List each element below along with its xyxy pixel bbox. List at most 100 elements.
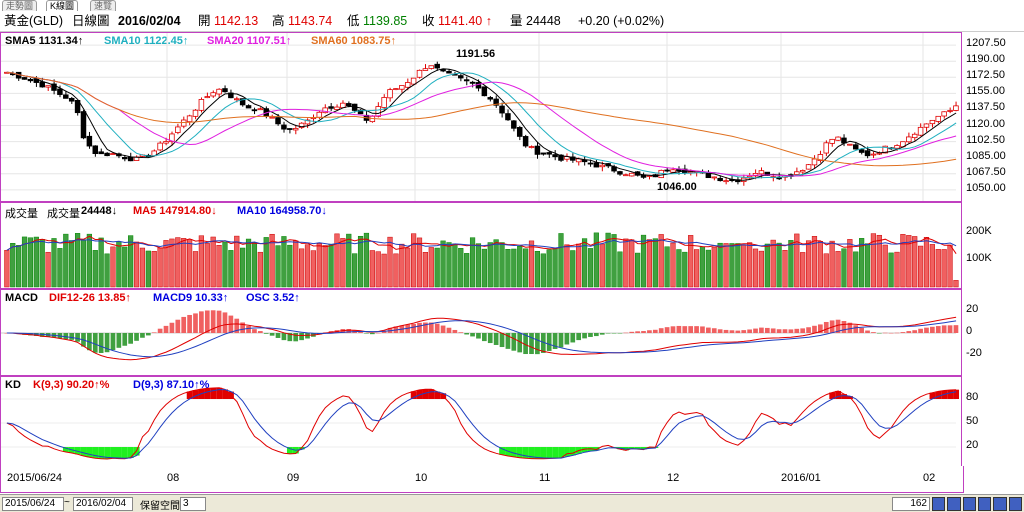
osc-bar	[935, 326, 941, 333]
start-date-field[interactable]: 2015/06/24	[2, 497, 64, 511]
osc-bar	[140, 333, 145, 338]
osc-bar	[476, 333, 481, 339]
last-bar-button[interactable]	[1008, 497, 1022, 511]
candle-body	[375, 106, 381, 117]
candle-body	[92, 145, 99, 155]
price-chart: 1191.56 1046.00	[1, 33, 959, 201]
candle-body	[446, 70, 452, 74]
volume-bar	[405, 247, 411, 288]
candle-body	[27, 78, 34, 82]
volume-bar	[953, 280, 959, 288]
scroll-left-button[interactable]	[962, 497, 976, 511]
candle-body	[381, 97, 387, 108]
volume-bar	[764, 243, 770, 288]
volume-bar	[552, 248, 558, 288]
volume-bar	[257, 251, 263, 288]
kd-oversold-fill	[98, 447, 105, 459]
osc-bar	[924, 327, 929, 333]
volume-bar	[440, 240, 446, 288]
candle-body	[428, 65, 435, 69]
kd-tick: 20	[966, 439, 979, 451]
keep-space-label: 保留空間	[140, 501, 180, 512]
date-axis: 2015/06/24 08 09 10 11 12 2016/01 02	[0, 466, 964, 493]
kd-panel-title: KD	[5, 379, 21, 391]
volume-bar	[900, 234, 906, 288]
kd-tick: 80	[966, 391, 979, 403]
volume-bar	[829, 240, 835, 288]
osc-bar	[411, 323, 416, 333]
tab-trend[interactable]: 走勢圖	[2, 0, 38, 11]
candle-body	[599, 164, 605, 168]
volume-bar	[517, 246, 523, 288]
kd-oversold-fill	[522, 447, 529, 459]
end-date-field[interactable]: 2016/02/04	[73, 497, 133, 511]
keep-space-field[interactable]: 3	[180, 497, 206, 511]
kd-overbought-fill	[216, 387, 223, 399]
volume-bar	[45, 251, 51, 288]
kd-panel[interactable]: KD K(9,3) 90.20↑% D(9,3) 87.10↑%	[0, 376, 962, 467]
candle-body	[204, 96, 211, 99]
candle-body	[458, 75, 464, 79]
osc-bar	[623, 332, 629, 334]
osc-bar	[588, 333, 593, 337]
volume-ma10-legend: MA10 164958.70↓	[237, 205, 327, 217]
osc-bar	[540, 333, 546, 353]
candle-body	[257, 108, 264, 111]
sma60-line	[6, 71, 957, 167]
candle-body	[752, 173, 759, 177]
osc-bar	[122, 333, 128, 346]
sma20-line	[6, 71, 957, 177]
osc-bar	[546, 333, 552, 351]
volume-bar	[299, 248, 305, 288]
osc-legend: OSC 3.52↑	[246, 292, 300, 304]
tab-overview[interactable]: 速覽	[90, 0, 117, 11]
macd-tick: -20	[966, 347, 982, 360]
scroll-right-button[interactable]	[977, 497, 992, 511]
candle-body	[593, 162, 600, 168]
open-label: 開	[198, 14, 211, 28]
volume-bar	[452, 243, 458, 288]
osc-bar	[564, 333, 570, 345]
candle-body	[528, 146, 535, 148]
candle-body	[552, 154, 558, 158]
osc-bar	[770, 328, 776, 333]
kd-oversold-fill	[546, 447, 553, 459]
price-tick: 1067.50	[966, 165, 1006, 178]
first-bar-button[interactable]	[993, 497, 1007, 511]
sma20-legend: SMA20 1107.51↑	[207, 35, 292, 47]
osc-bar	[281, 333, 287, 341]
candle-body	[74, 99, 81, 114]
price-panel[interactable]: SMA5 1131.34↑ SMA10 1122.45↑ SMA20 1107.…	[0, 32, 962, 202]
candle-body	[805, 164, 812, 170]
osc-bar	[605, 333, 611, 334]
osc-bar	[947, 325, 953, 333]
volume-bar	[717, 242, 723, 288]
candle-body	[57, 88, 63, 95]
volume-bar	[847, 239, 853, 288]
osc-bar	[440, 325, 446, 333]
volume-bar	[175, 237, 181, 288]
x-label-start: 2015/06/24	[7, 472, 63, 484]
osc-bar	[652, 329, 658, 333]
macd-panel[interactable]: MACD DIF12-26 13.85↑ MACD9 10.33↑ OSC 3.…	[0, 289, 962, 376]
sma10-line	[6, 71, 957, 179]
x-label-sep: 09	[287, 472, 300, 484]
candle-body	[858, 149, 865, 153]
volume-bar	[658, 234, 664, 288]
macd-panel-title: MACD	[5, 292, 38, 304]
kd-overbought-fill	[192, 390, 199, 399]
zoom-out-button[interactable]	[947, 497, 961, 511]
volume-bar	[841, 248, 847, 288]
osc-bar	[570, 333, 576, 343]
high-label: 高	[272, 14, 285, 28]
high-value: 1143.74	[288, 14, 333, 28]
candle-body	[941, 111, 947, 117]
osc-bar	[729, 330, 735, 333]
tab-kline[interactable]: K線圖	[46, 0, 79, 11]
volume-bar	[487, 242, 493, 288]
osc-bar	[470, 333, 475, 337]
volume-panel[interactable]: 成交量 成交量 24448↓ MA5 147914.80↓ MA10 16495…	[0, 202, 962, 289]
zoom-in-button[interactable]	[932, 497, 946, 511]
quote-header: 黃金(GLD) 日線圖 2016/02/04 開 1142.13 高 1143.…	[0, 11, 1024, 32]
volume-chart	[4, 232, 959, 288]
